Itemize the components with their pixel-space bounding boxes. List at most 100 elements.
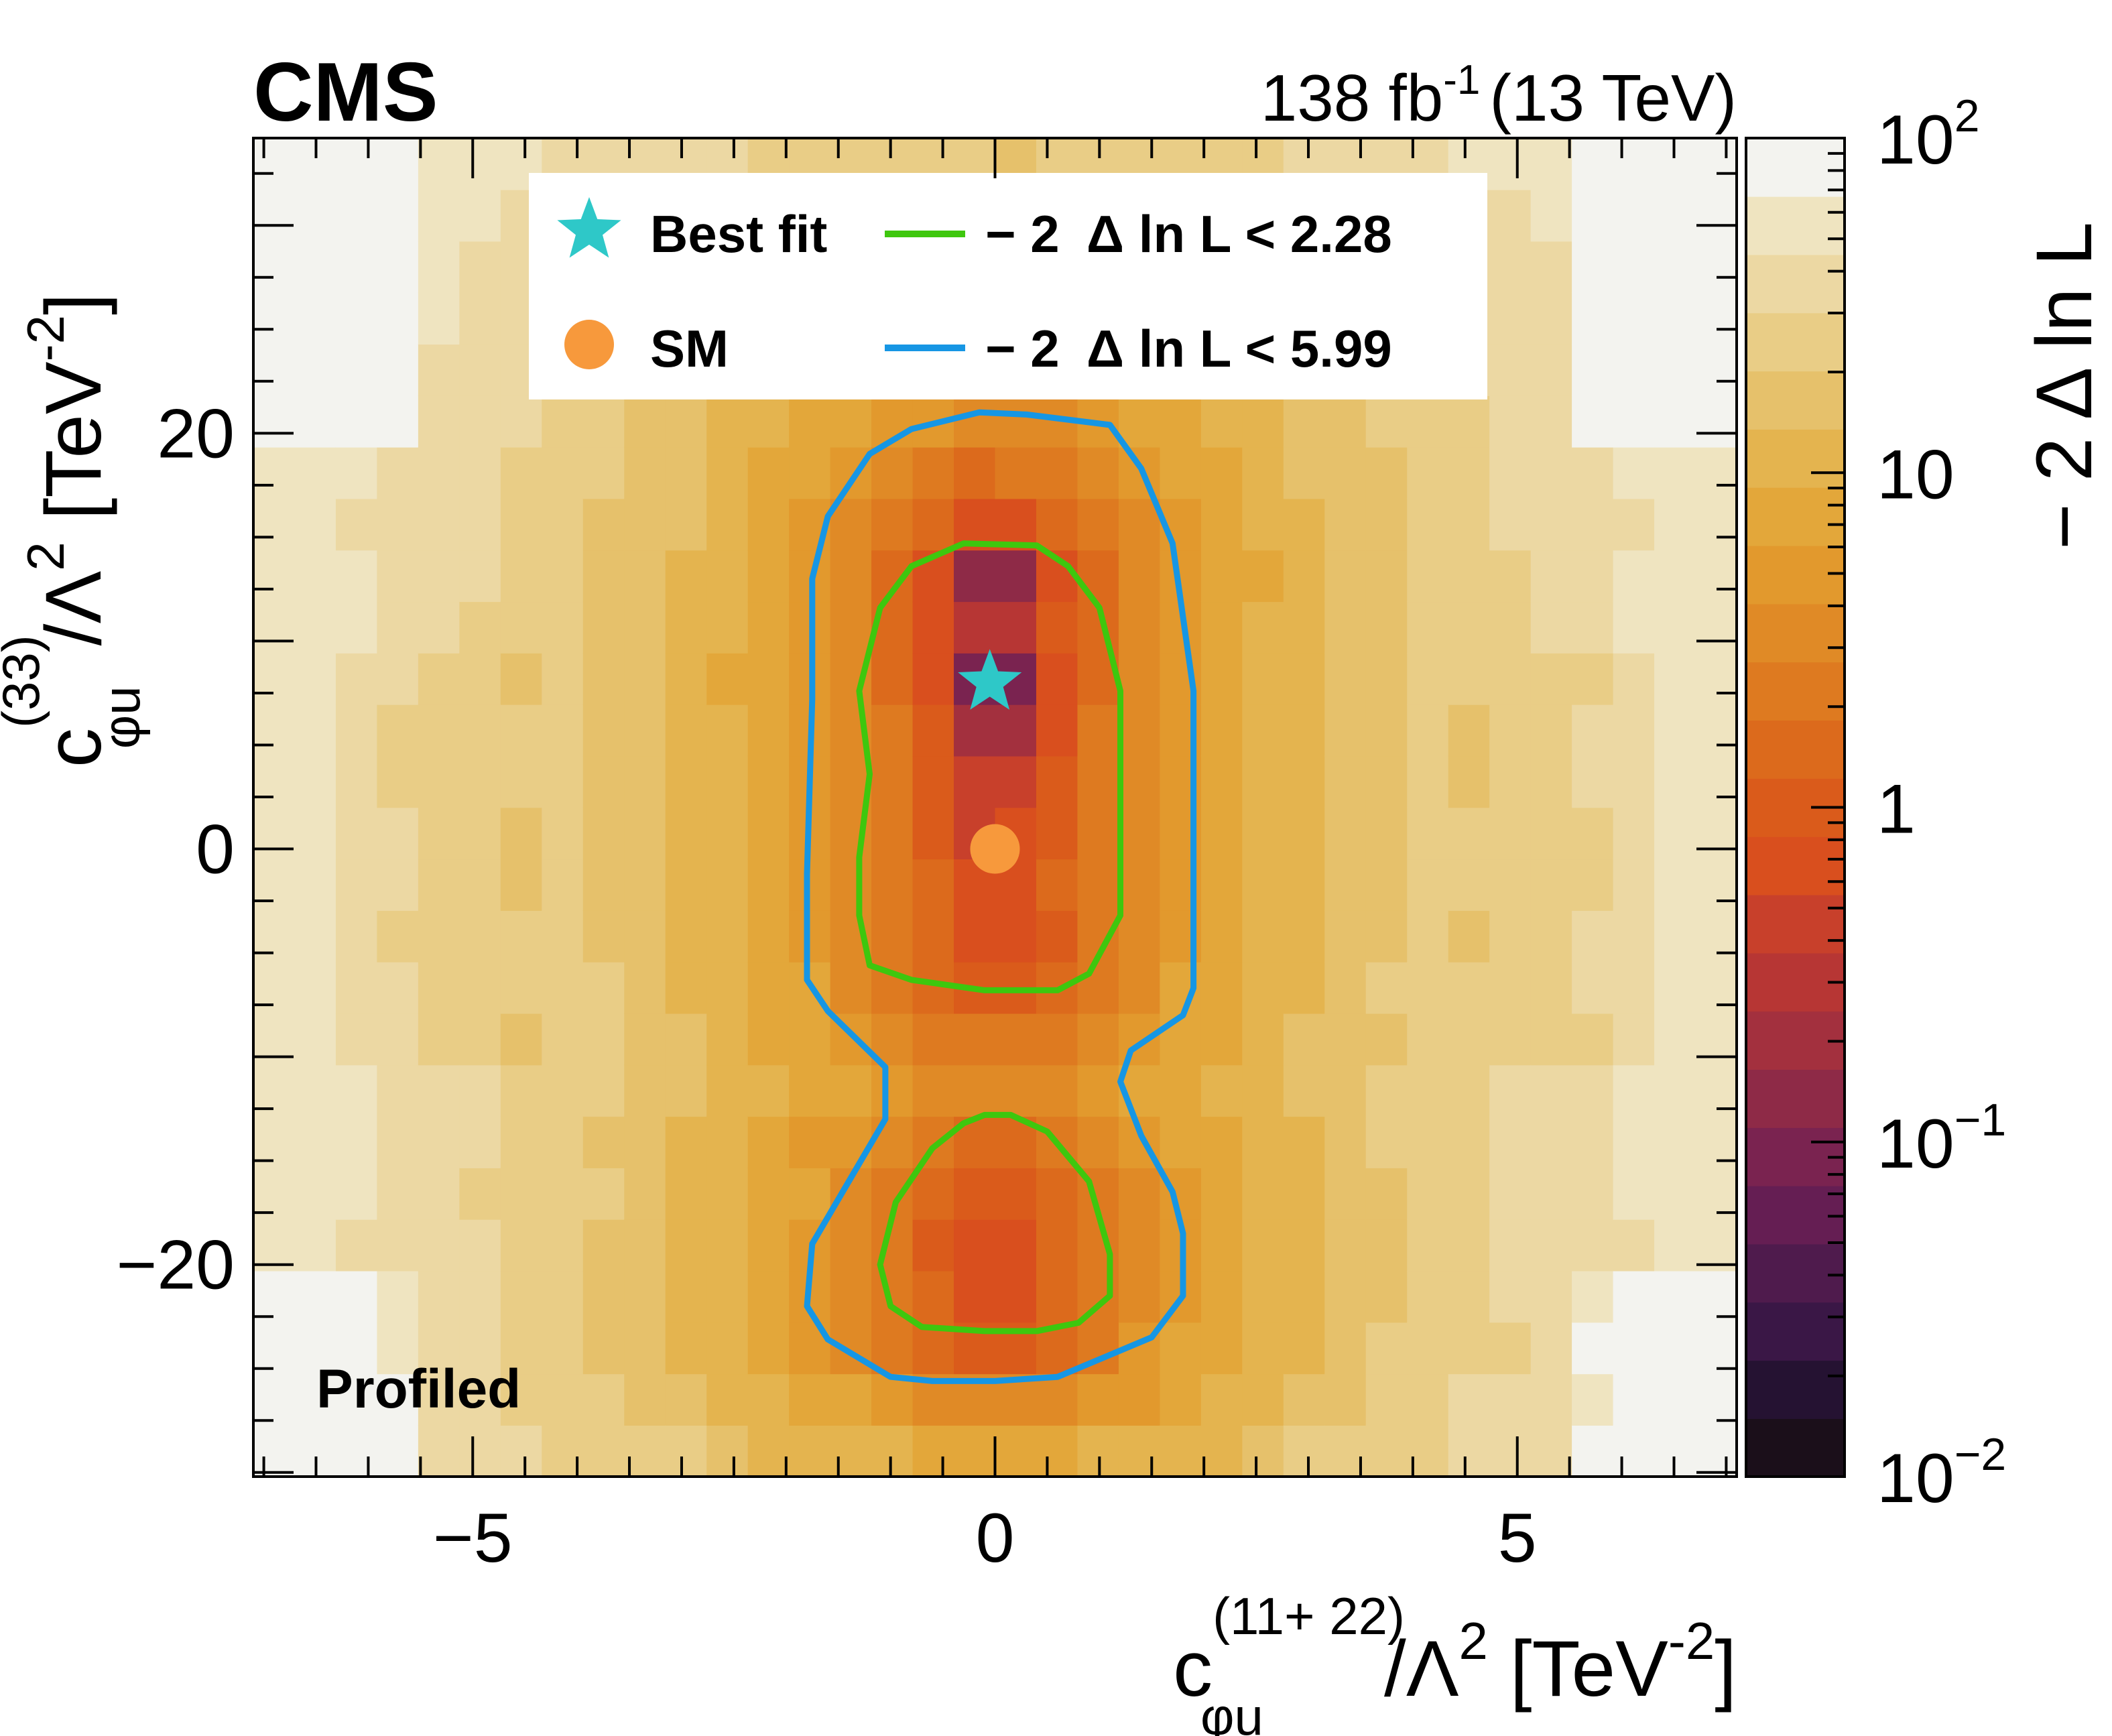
heatmap-cell [1118,1425,1161,1477]
heatmap-cell [335,1219,378,1272]
heatmap-cell [1489,1168,1532,1220]
heatmap-cell [706,1116,749,1168]
heatmap-cell [542,1270,584,1323]
y-title-rest: /Λ [29,571,118,646]
colorbar-segment [1746,487,1845,546]
heatmap-cell [789,1013,831,1066]
heatmap-cell [253,807,296,860]
heatmap-cell [1242,550,1284,603]
heatmap-cell [1654,292,1696,345]
heatmap-cell [665,859,707,911]
heatmap-cell [1118,498,1161,551]
heatmap-cell [954,1425,996,1477]
heatmap-grid [253,138,1737,1477]
heatmap-cell [335,498,378,551]
heatmap-cell [253,1219,296,1272]
heatmap-cell [747,961,790,1014]
heatmap-cell [1242,859,1284,911]
heatmap-cell [665,1373,707,1426]
heatmap-cell [418,446,460,499]
heatmap-cell [1324,755,1367,808]
heatmap-cell [1613,498,1655,551]
heatmap-cell [1036,1168,1078,1220]
heatmap-cell [830,395,872,448]
heatmap-cell [1654,446,1696,499]
heatmap-cell [912,1168,954,1220]
heatmap-cell [377,1322,419,1375]
heatmap-cell [582,498,625,551]
heatmap-cell [377,550,419,603]
heatmap-cell [1324,1064,1367,1117]
heatmap-cell [1118,395,1161,448]
heatmap-cell [1200,1219,1243,1272]
heatmap-cell [1160,1116,1202,1168]
heatmap-cell [542,498,584,551]
heatmap-cell [912,1270,954,1323]
best-fit-star-marker [958,649,1022,710]
heatmap-cell [418,1116,460,1168]
heatmap-cell [1324,1322,1367,1375]
heatmap-cell [1407,1322,1449,1375]
heatmap-cell [665,1322,707,1375]
heatmap-cell [624,1373,666,1426]
heatmap-cell [995,601,1037,654]
heatmap-cell [1242,1373,1284,1426]
heatmap-cell [706,1013,749,1066]
colorbar-tick-exponent: −1 [1954,1095,2007,1145]
heatmap-cell [1530,1013,1572,1066]
heatmap-cell [830,1116,872,1168]
heatmap-cell [1407,653,1449,705]
heatmap-cell [830,1064,872,1117]
heatmap-cell [1160,1064,1202,1117]
heatmap-cell [665,498,707,551]
heatmap-cell [624,1064,666,1117]
heatmap-cell [624,1322,666,1375]
heatmap-cell [912,1425,954,1477]
heatmap-cell [1407,807,1449,860]
heatmap-cell [665,550,707,603]
heatmap-cell [1654,1219,1696,1272]
heatmap-cell [542,1219,584,1272]
heatmap-cell [335,138,378,190]
heatmap-cell [1407,961,1449,1014]
heatmap-cell [1324,498,1367,551]
heatmap-cell [1077,550,1119,603]
heatmap-cell [1695,138,1737,190]
heatmap-cell [789,446,831,499]
heatmap-cell [582,1373,625,1426]
heatmap-cell [1242,961,1284,1014]
heatmap-cell [1283,807,1326,860]
y-axis-tick-labels: −20 0 20 [117,395,235,1304]
heatmap-cell [1489,704,1532,757]
heatmap-cell [1572,859,1614,911]
heatmap-cell [706,498,749,551]
heatmap-cell [1365,550,1408,603]
heatmap-cell [1448,961,1490,1014]
heatmap-cell [871,1116,914,1168]
heatmap-cell [1613,446,1655,499]
colorbar-segment [1746,1418,1845,1477]
lumi-exponent: -1 [1443,57,1480,103]
heatmap-cell [1448,1322,1490,1375]
heatmap-cell [1200,859,1243,911]
heatmap-cell [1613,1013,1655,1066]
heatmap-cell [253,1270,296,1323]
heatmap-cell [1695,1373,1737,1426]
heatmap-cell [1324,1168,1367,1220]
heatmap-cell [1695,395,1737,448]
heatmap-cell [1448,601,1490,654]
heatmap-cell [377,1168,419,1220]
heatmap-cell [377,1425,419,1477]
heatmap-cell [1407,601,1449,654]
heatmap-cell [418,961,460,1014]
heatmap-cell [665,910,707,963]
energy-label: (13 TeV) [1489,61,1737,135]
heatmap-cell [294,704,336,757]
heatmap-cell [1283,961,1326,1014]
heatmap-cell [335,1064,378,1117]
heatmap-cell [1695,704,1737,757]
heatmap-cell [1365,807,1408,860]
heatmap-cell [1489,138,1532,190]
colorbar-tick-label: 10−2 [1877,1429,2006,1517]
heatmap-cell [1077,498,1119,551]
